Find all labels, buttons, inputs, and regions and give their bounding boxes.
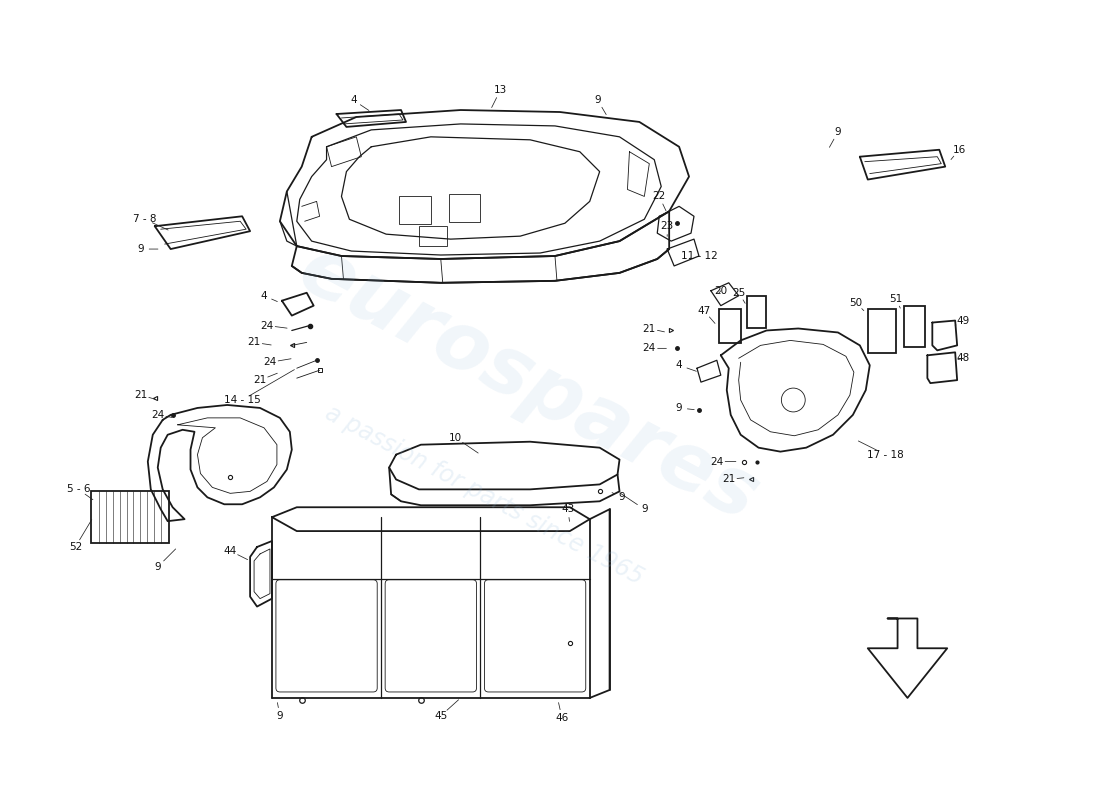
Bar	[718, 309, 740, 343]
Text: 9: 9	[154, 562, 161, 572]
Text: 16: 16	[953, 145, 966, 154]
Text: 25: 25	[733, 288, 746, 298]
Text: 46: 46	[556, 713, 569, 722]
Text: 45: 45	[434, 710, 448, 721]
Text: 48: 48	[957, 354, 970, 363]
Text: 23: 23	[661, 222, 674, 231]
Text: 44: 44	[223, 546, 236, 556]
Text: 52: 52	[68, 542, 81, 552]
Text: 21: 21	[253, 375, 266, 385]
Text: 9: 9	[138, 244, 144, 254]
Text: 10: 10	[449, 433, 462, 442]
Bar	[868, 309, 895, 354]
Text: 22: 22	[652, 191, 666, 202]
Bar	[449, 194, 481, 222]
Bar	[91, 491, 168, 543]
Text: 9: 9	[835, 127, 842, 137]
Text: 24: 24	[711, 457, 724, 466]
Text: 11 - 12: 11 - 12	[681, 251, 717, 261]
Bar	[747, 296, 767, 327]
Text: 7 - 8: 7 - 8	[133, 214, 156, 224]
Text: 21: 21	[134, 390, 147, 400]
Text: 4: 4	[675, 360, 682, 370]
Bar	[399, 197, 431, 224]
Text: 24: 24	[151, 410, 164, 420]
Text: 9: 9	[276, 710, 283, 721]
Text: eurospares: eurospares	[285, 230, 771, 538]
Text: 9: 9	[675, 403, 682, 413]
Text: 50: 50	[849, 298, 862, 308]
Text: a passion for parts since 1965: a passion for parts since 1965	[321, 401, 648, 590]
Text: 21: 21	[248, 338, 261, 347]
Text: 47: 47	[697, 306, 711, 316]
Text: 20: 20	[714, 286, 727, 296]
Text: 13: 13	[494, 85, 507, 95]
Text: 4: 4	[350, 95, 356, 105]
Bar	[419, 226, 447, 246]
Text: 21: 21	[722, 474, 736, 485]
Text: 21: 21	[642, 323, 656, 334]
Text: 4: 4	[261, 290, 267, 301]
Text: 24: 24	[263, 358, 276, 367]
Text: 14 - 15: 14 - 15	[223, 395, 261, 405]
Text: 24: 24	[261, 321, 274, 330]
Bar	[903, 306, 925, 347]
Text: 5 - 6: 5 - 6	[66, 484, 90, 494]
Text: 9: 9	[618, 492, 625, 502]
Text: 17 - 18: 17 - 18	[867, 450, 904, 460]
Text: 43: 43	[561, 504, 574, 514]
Text: 24: 24	[642, 343, 656, 354]
Text: 9: 9	[594, 95, 601, 105]
Text: 49: 49	[957, 315, 970, 326]
Text: 9: 9	[641, 504, 648, 514]
Text: 51: 51	[889, 294, 902, 304]
